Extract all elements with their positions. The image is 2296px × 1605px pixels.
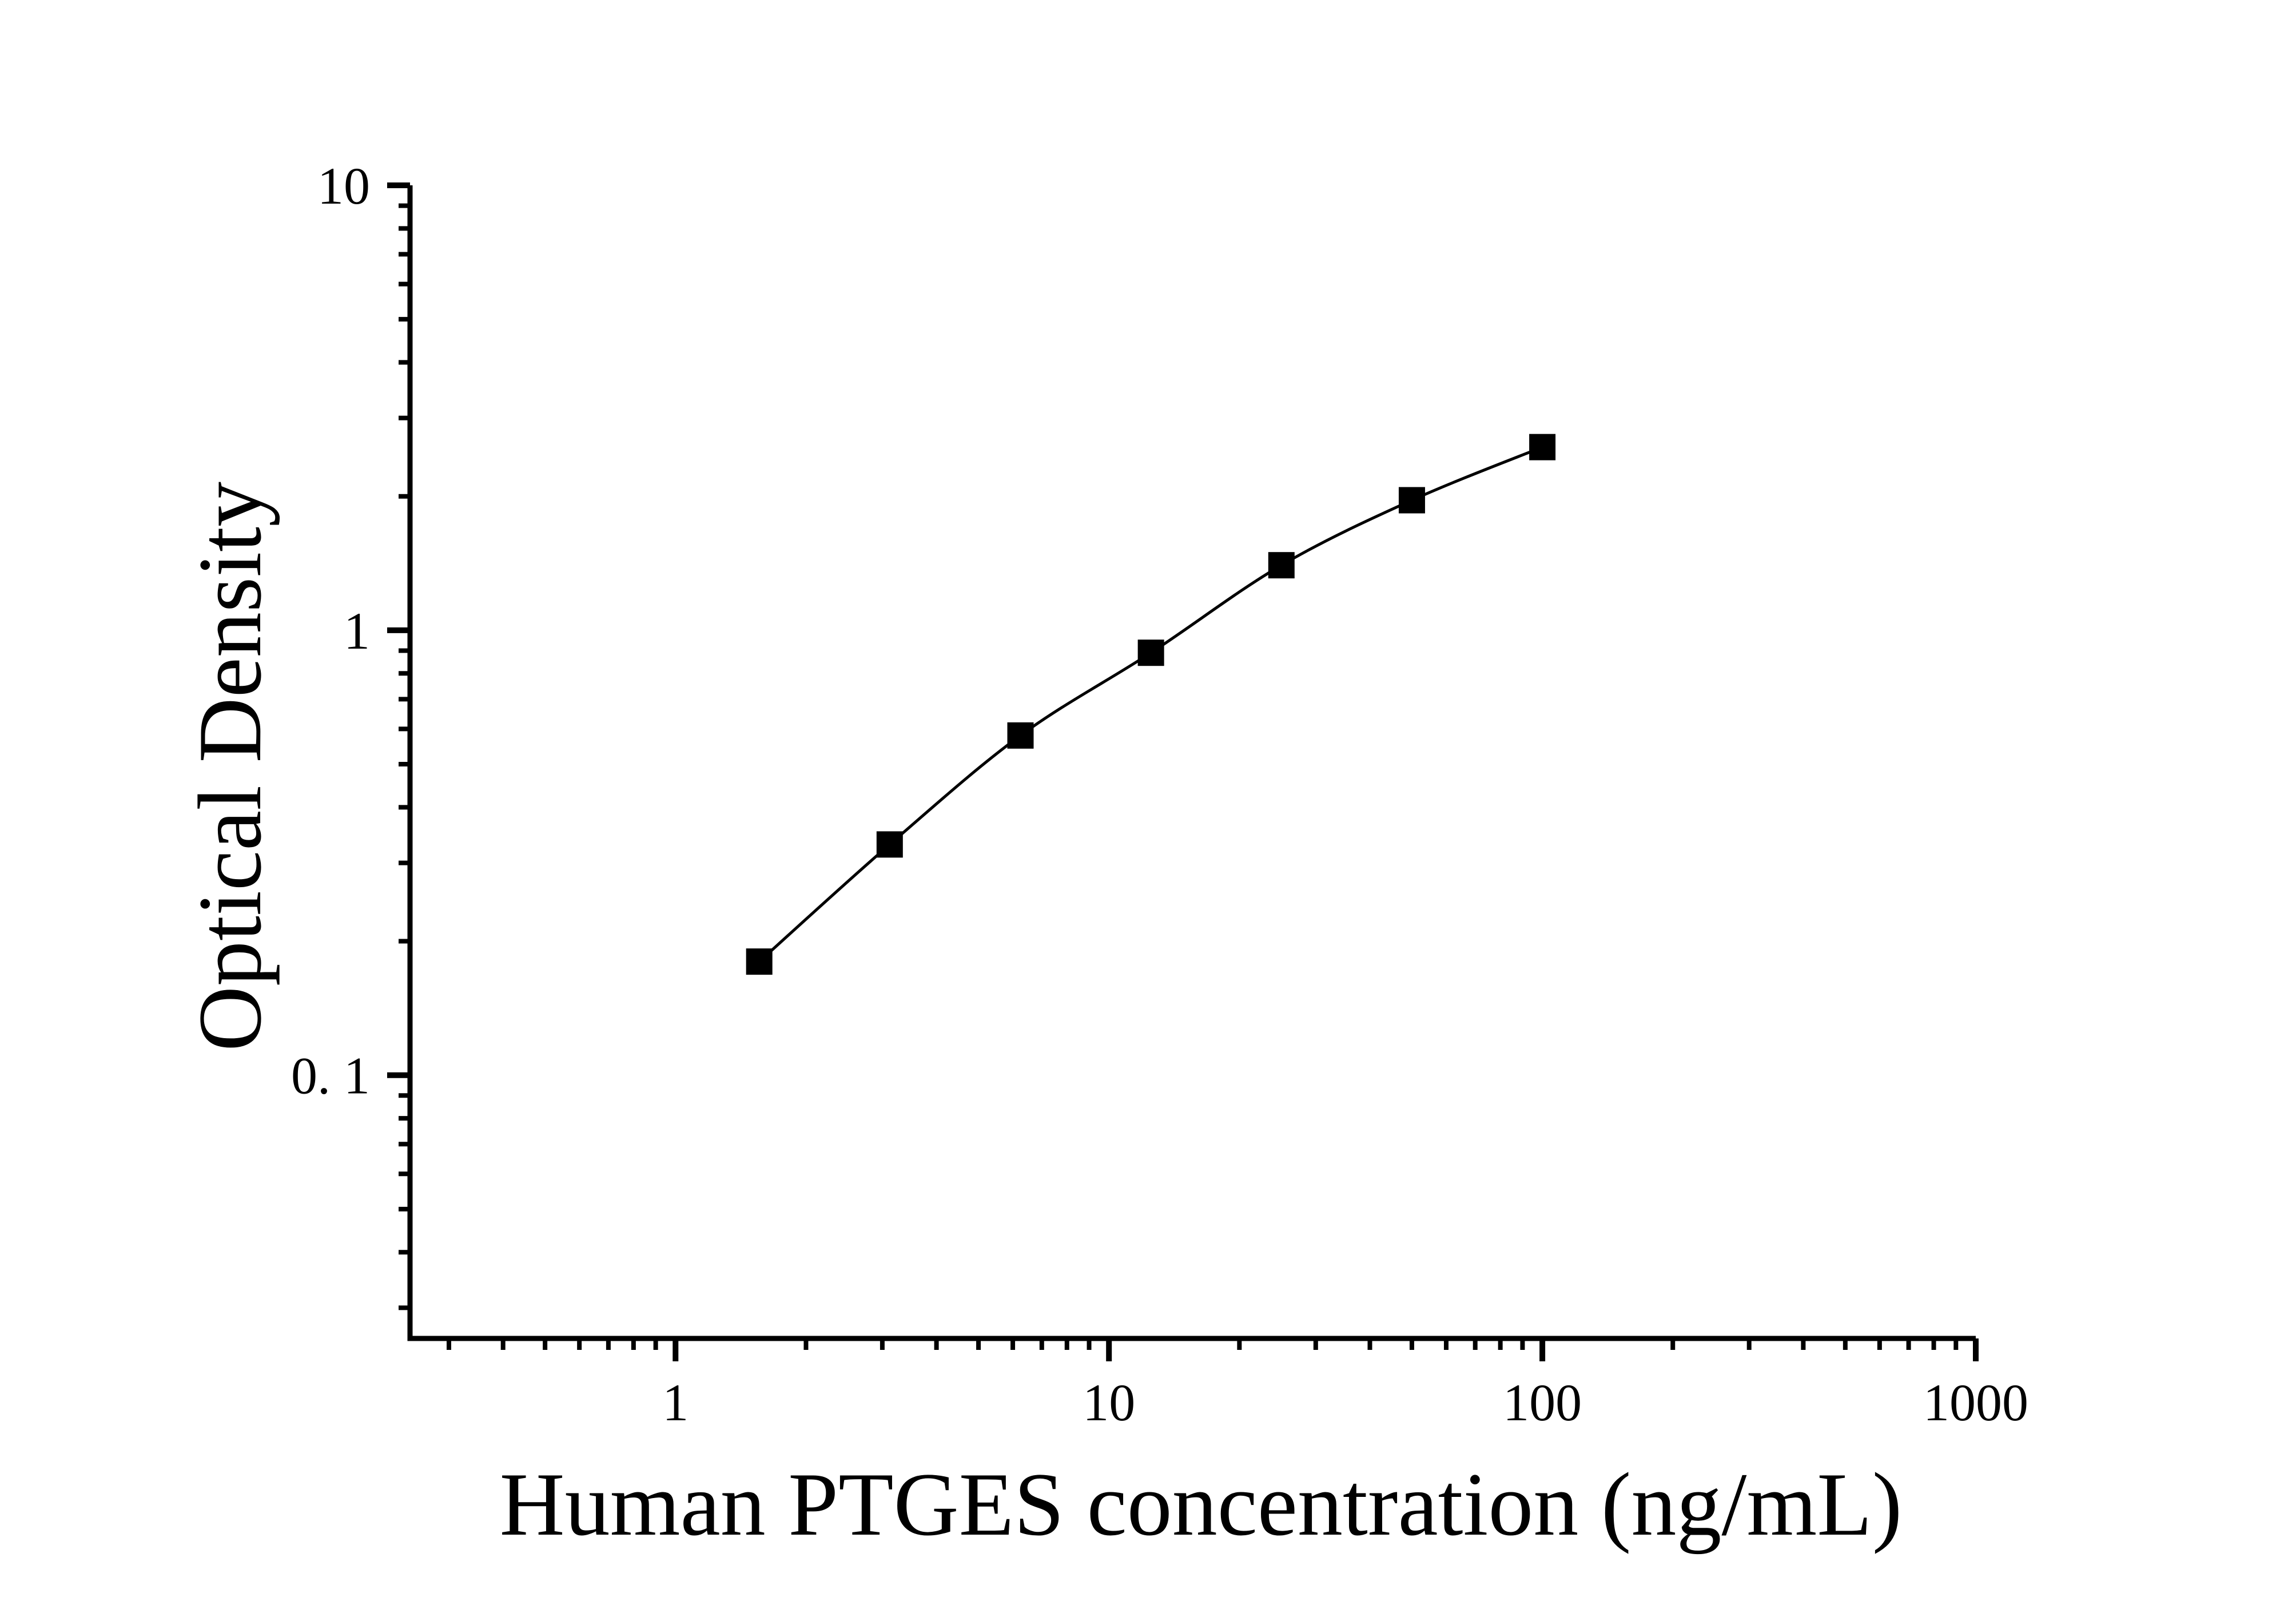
axis-ticks <box>387 182 1979 1361</box>
data-point-square-marker <box>746 948 773 975</box>
curve-line <box>758 446 1543 963</box>
data-series <box>746 434 1556 975</box>
x-axis-tick-label: 1 <box>662 1373 689 1432</box>
data-point-square-marker <box>876 831 903 858</box>
data-point-square-marker <box>1398 487 1425 514</box>
y-axis-title: Optical Density <box>180 482 280 1051</box>
x-axis-tick-label: 10 <box>1083 1373 1135 1432</box>
x-axis-title: Human PTGES concentration (ng/mL) <box>500 1455 1903 1555</box>
y-axis-tick-label: 0. 1 <box>291 1047 370 1105</box>
data-point-square-marker <box>1268 552 1295 579</box>
data-point-square-marker <box>1007 722 1034 749</box>
x-axis-tick-label: 100 <box>1503 1373 1582 1432</box>
axis-tick-labels: 1 10 100 1000 0. 1 1 10 <box>291 157 2028 1432</box>
y-axis-tick-label: 1 <box>344 602 370 660</box>
data-point-square-marker <box>1529 434 1556 460</box>
axes <box>407 185 1976 1341</box>
x-axis-tick-label: 1000 <box>1923 1373 2028 1432</box>
data-point-square-marker <box>1137 639 1164 666</box>
y-axis-tick-label: 10 <box>317 157 370 215</box>
axis-spines <box>407 185 1976 1341</box>
